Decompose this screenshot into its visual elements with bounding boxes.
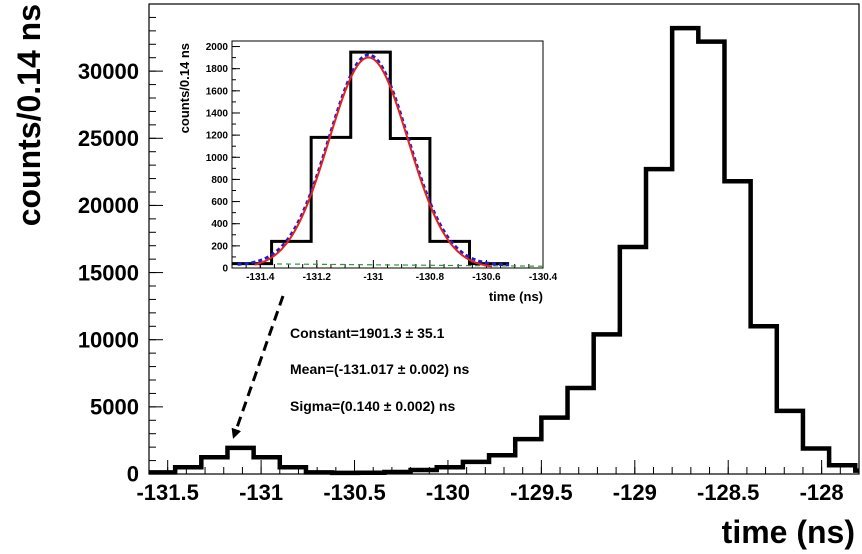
x-tick-label: -128.5 (697, 480, 759, 505)
x-tick-label: -130.4 (529, 272, 558, 283)
y-tick-label: 1400 (206, 108, 229, 119)
inset-total-fit-line (237, 53, 510, 267)
y-tick-label: 2000 (206, 42, 229, 53)
y-tick-label: 1000 (206, 153, 229, 164)
x-tick-label: -131 (363, 272, 383, 283)
y-tick-label: 10000 (78, 327, 139, 352)
x-tick-label: -130.6 (472, 272, 501, 283)
y-tick-label: 1200 (206, 131, 229, 142)
fit-constant-text: Constant=1901.3 ± 35.1 (290, 325, 445, 341)
main-y-axis-title: counts/0.14 ns (11, 4, 47, 226)
y-tick-label: 0 (127, 462, 139, 487)
x-tick-label: -129 (613, 480, 657, 505)
inset-background-fit-line (231, 262, 544, 267)
x-tick-label: -131.5 (136, 480, 198, 505)
x-tick-label: -130.8 (416, 272, 445, 283)
fit-sigma-text: Sigma=(0.140 ± 0.002) ns (290, 398, 455, 414)
main-y-ticks (149, 3, 163, 475)
inset-histogram-line (232, 50, 510, 266)
inset-x-axis-title: time (ns) (489, 289, 543, 304)
y-tick-label: 1600 (206, 86, 229, 97)
main-histogram-line (149, 25, 859, 476)
x-tick-label: -131 (239, 480, 283, 505)
inset-pointer-arrow (231, 295, 285, 439)
x-tick-label: -130 (426, 480, 470, 505)
inset-x-tick-labels: -131.4 -131.2 -131 -130.8 -130.6 -130.4 (246, 272, 558, 283)
y-tick-label: 30000 (78, 59, 139, 84)
inset-y-axis-title: counts/0.14 ns (177, 43, 192, 133)
y-tick-label: 800 (211, 175, 228, 186)
main-x-axis-title: time (ns) (722, 514, 855, 550)
x-tick-label: -130.5 (323, 480, 385, 505)
y-tick-label: 0 (222, 264, 228, 275)
y-tick-label: 20000 (78, 193, 139, 218)
y-tick-label: 15000 (78, 260, 139, 285)
inset-y-tick-labels: 0 200 400 600 800 1000 1200 1400 1600 1800 2000 (206, 42, 229, 274)
main-y-tick-labels: 0 5000 10000 15000 20000 25000 30000 (78, 59, 139, 487)
y-tick-label: 25000 (78, 126, 139, 151)
y-tick-label: 200 (211, 241, 228, 252)
inset-y-ticks (232, 46, 240, 269)
x-tick-label: -131.2 (303, 272, 332, 283)
main-x-tick-labels: -131.5 -131 -130.5 -130 -129.5 -129 -128.5 -128 (136, 480, 843, 505)
x-tick-label: -128 (800, 480, 844, 505)
y-tick-label: 5000 (90, 395, 139, 420)
inset-gaussian-fit-line (254, 56, 493, 268)
y-tick-label: 400 (211, 219, 228, 230)
x-tick-label: -129.5 (510, 480, 572, 505)
fit-mean-text: Mean=(-131.017 ± 0.002) ns (290, 361, 469, 377)
main-x-ticks (167, 460, 860, 474)
y-tick-label: 1800 (206, 64, 229, 75)
y-tick-label: 600 (211, 197, 228, 208)
x-tick-label: -131.4 (246, 272, 275, 283)
